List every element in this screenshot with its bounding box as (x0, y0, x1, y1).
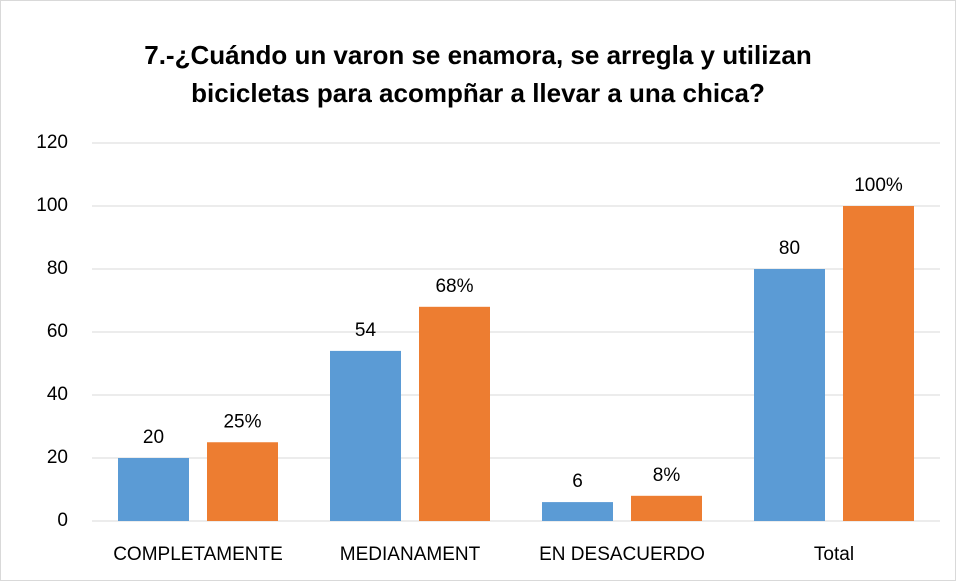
bar (843, 206, 914, 521)
bar (330, 350, 401, 521)
y-tick-label: 0 (57, 510, 68, 531)
x-tick-label: EN DESACUERDO (539, 544, 705, 565)
x-tick-label: MEDIANAMENT (340, 544, 481, 565)
data-label: 54 (355, 320, 377, 341)
bar (754, 269, 825, 521)
data-label: 68% (435, 276, 473, 297)
bar (118, 458, 189, 521)
y-tick-label: 80 (47, 258, 68, 279)
data-label: 20 (143, 427, 164, 448)
data-label: 8% (653, 465, 681, 486)
data-label: 100% (854, 175, 903, 196)
y-tick-label: 60 (47, 321, 68, 342)
y-tick-label: 40 (47, 384, 68, 405)
data-label: 80 (779, 238, 800, 259)
bar (207, 442, 278, 521)
data-label: 25% (223, 411, 261, 432)
bar (542, 502, 613, 521)
y-tick-label: 100 (36, 195, 68, 216)
bar (631, 495, 702, 521)
y-tick-label: 120 (36, 132, 68, 153)
data-label: 6 (572, 471, 583, 492)
bar (419, 306, 490, 521)
x-tick-label: Total (814, 544, 854, 565)
x-tick-label: COMPLETAMENTE (113, 544, 283, 565)
y-tick-label: 20 (47, 447, 68, 468)
chart-title: 7.-¿Cuándo un varon se enamora, se arreg… (144, 40, 812, 108)
